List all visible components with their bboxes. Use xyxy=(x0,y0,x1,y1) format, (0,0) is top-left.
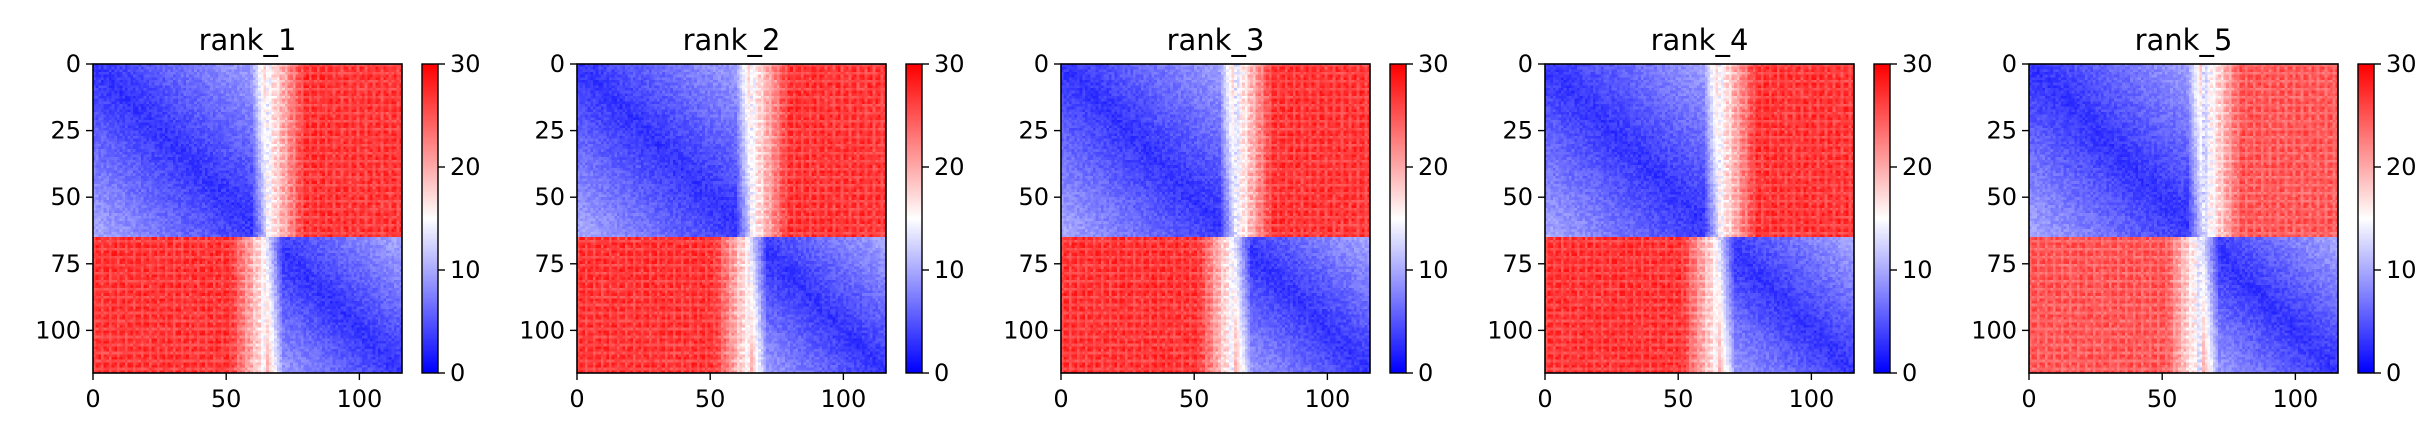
x-tick-label: 0 xyxy=(1537,385,1552,413)
colorbar-frame xyxy=(421,63,439,374)
x-tick-label: 50 xyxy=(1179,385,1210,413)
colorbar-tick-label: 20 xyxy=(1418,153,1449,181)
colorbar-tick-label: 0 xyxy=(1902,359,1917,387)
y-tick-label: 75 xyxy=(50,250,81,278)
colorbar-tick-label: 10 xyxy=(1902,256,1933,284)
y-tick-label: 0 xyxy=(550,50,565,78)
heatmap-image xyxy=(93,64,402,373)
heatmap-image xyxy=(1061,64,1370,373)
x-tick-label: 0 xyxy=(569,385,584,413)
y-tick-label: 75 xyxy=(1018,250,1049,278)
colorbar-tick-label: 10 xyxy=(1418,256,1449,284)
colorbar xyxy=(906,64,922,373)
colorbar-tick-label: 20 xyxy=(934,153,965,181)
y-tick-label: 25 xyxy=(534,117,565,145)
x-tick-label: 50 xyxy=(2147,385,2178,413)
colorbar xyxy=(422,64,438,373)
heatmap-panel-2: rank_2 0 50 100 0 25 50 75 100 0 10 20 30 xyxy=(519,23,964,413)
colorbar xyxy=(2358,64,2374,373)
x-tick-label: 100 xyxy=(336,385,382,413)
colorbar-tick-label: 10 xyxy=(450,256,481,284)
x-tick-label: 100 xyxy=(1304,385,1350,413)
y-tick-label: 50 xyxy=(1502,183,1533,211)
axes-frame xyxy=(92,63,403,374)
heatmap-panel-1: rank_1 0 50 100 0 25 50 75 100 0 10 20 30 xyxy=(35,23,480,413)
x-tick-label: 0 xyxy=(2021,385,2036,413)
colorbar xyxy=(1874,64,1890,373)
panel-title: rank_3 xyxy=(1167,23,1265,57)
colorbar-frame xyxy=(2357,63,2375,374)
x-tick-label: 50 xyxy=(695,385,726,413)
y-tick-label: 25 xyxy=(1986,117,2017,145)
colorbar xyxy=(1390,64,1406,373)
x-tick-label: 100 xyxy=(820,385,866,413)
axes-frame xyxy=(2028,63,2339,374)
y-tick-label: 25 xyxy=(50,117,81,145)
panel-title: rank_5 xyxy=(2135,23,2233,57)
y-tick-label: 100 xyxy=(1487,316,1533,344)
y-tick-label: 100 xyxy=(1003,316,1049,344)
colorbar-tick-label: 0 xyxy=(1418,359,1433,387)
x-tick-label: 0 xyxy=(85,385,100,413)
y-tick-label: 75 xyxy=(534,250,565,278)
panel-title: rank_4 xyxy=(1651,23,1749,57)
x-tick-label: 100 xyxy=(1788,385,1834,413)
panel-title: rank_1 xyxy=(199,23,297,57)
y-tick-label: 100 xyxy=(35,316,81,344)
y-tick-label: 25 xyxy=(1018,117,1049,145)
colorbar-tick-label: 30 xyxy=(934,50,965,78)
y-tick-label: 75 xyxy=(1986,250,2017,278)
y-tick-label: 50 xyxy=(1986,183,2017,211)
colorbar-tick-label: 30 xyxy=(1418,50,1449,78)
colorbar-tick-label: 20 xyxy=(1902,153,1933,181)
y-tick-label: 100 xyxy=(519,316,565,344)
panel-title: rank_2 xyxy=(683,23,781,57)
colorbar-frame xyxy=(1873,63,1891,374)
y-tick-label: 0 xyxy=(2002,50,2017,78)
heatmap-image xyxy=(577,64,886,373)
heatmap-panel-4: rank_4 0 50 100 0 25 50 75 100 0 10 20 30 xyxy=(1487,23,1932,413)
heatmap-image xyxy=(2029,64,2338,373)
axes-frame xyxy=(1544,63,1855,374)
heatmap-image xyxy=(1545,64,1854,373)
colorbar-tick-label: 20 xyxy=(450,153,481,181)
colorbar-frame xyxy=(1389,63,1407,374)
y-tick-label: 100 xyxy=(1971,316,2017,344)
x-tick-label: 50 xyxy=(211,385,242,413)
y-tick-label: 50 xyxy=(534,183,565,211)
colorbar-tick-label: 30 xyxy=(450,50,481,78)
y-tick-label: 50 xyxy=(50,183,81,211)
y-tick-label: 0 xyxy=(1518,50,1533,78)
colorbar-tick-label: 0 xyxy=(2386,359,2401,387)
y-tick-label: 25 xyxy=(1502,117,1533,145)
x-tick-label: 0 xyxy=(1053,385,1068,413)
y-tick-label: 0 xyxy=(1034,50,1049,78)
x-tick-label: 100 xyxy=(2272,385,2318,413)
colorbar-frame xyxy=(905,63,923,374)
colorbar-tick-label: 10 xyxy=(934,256,965,284)
colorbar-tick-label: 20 xyxy=(2386,153,2417,181)
x-tick-label: 50 xyxy=(1663,385,1694,413)
colorbar-tick-label: 0 xyxy=(934,359,949,387)
y-tick-label: 50 xyxy=(1018,183,1049,211)
colorbar-tick-label: 30 xyxy=(1902,50,1933,78)
axes-frame xyxy=(576,63,887,374)
axes-frame xyxy=(1060,63,1371,374)
y-tick-label: 75 xyxy=(1502,250,1533,278)
colorbar-tick-label: 30 xyxy=(2386,50,2417,78)
colorbar-tick-label: 0 xyxy=(450,359,465,387)
heatmap-panel-3: rank_3 0 50 100 0 25 50 75 100 0 10 20 30 xyxy=(1003,23,1448,413)
y-tick-label: 0 xyxy=(66,50,81,78)
heatmap-panel-5: rank_5 0 50 100 0 25 50 75 100 0 10 20 30 xyxy=(1971,23,2416,413)
colorbar-tick-label: 10 xyxy=(2386,256,2417,284)
